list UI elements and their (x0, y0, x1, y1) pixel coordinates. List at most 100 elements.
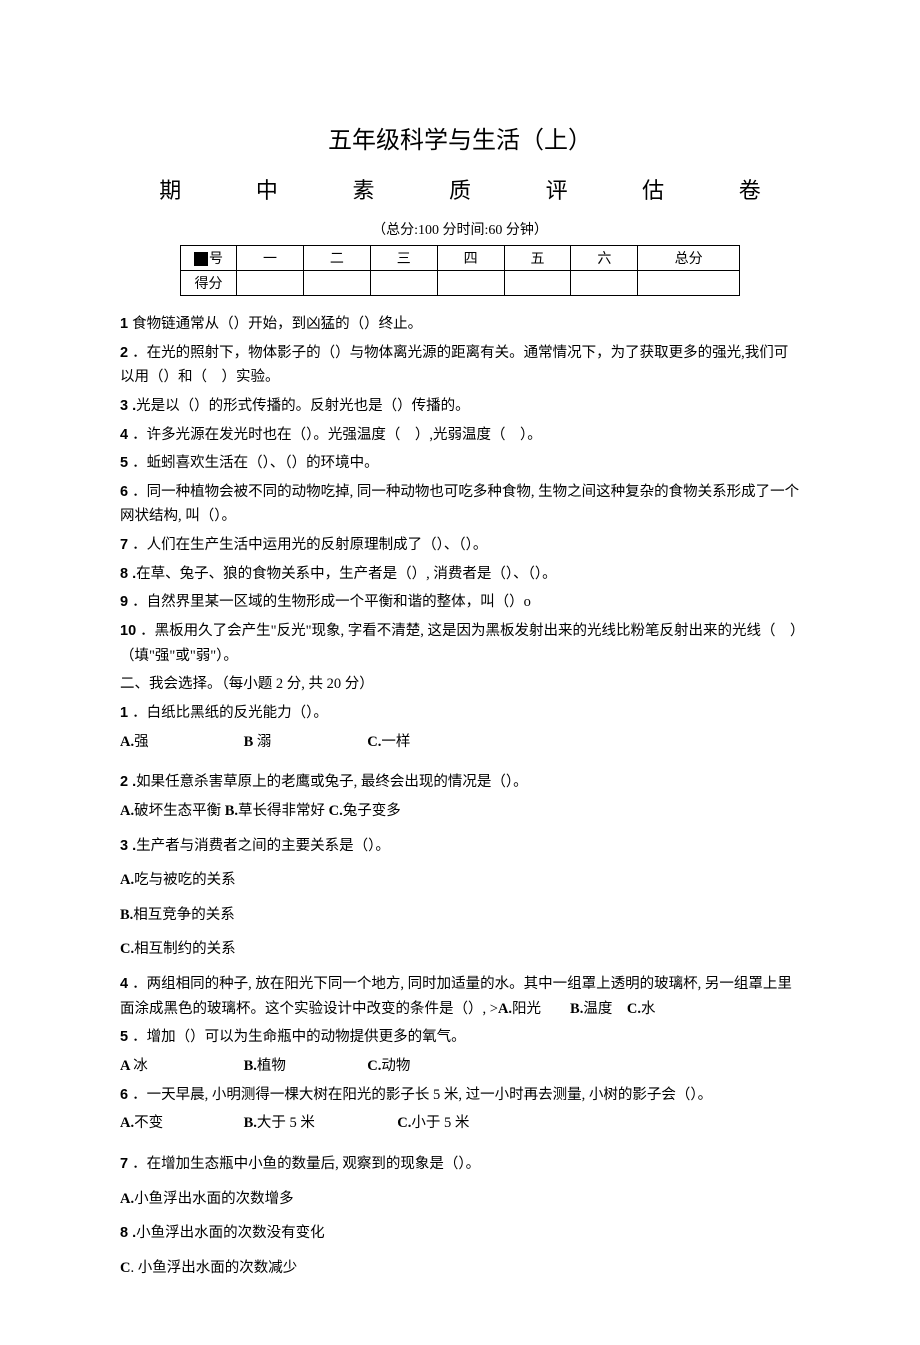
subtitle-char: 期 (122, 173, 219, 205)
opt-text: 小鱼浮出水面的次数增多 (134, 1191, 294, 1207)
s2-q3-option-b: B.相互竞争的关系 (120, 903, 800, 928)
question-4: 4 ．许多光源在发光时也在（）。光强温度（ ）,光弱温度（ ）。 (120, 423, 800, 448)
qtext: ．白纸比黑纸的反光能力（）。 (132, 705, 328, 721)
score-col-6: 六 (571, 246, 638, 271)
opt-text: 水 (641, 1001, 656, 1017)
s2-question-5: 5 ．增加（）可以为生命瓶中的动物提供更多的氧气。 (120, 1025, 800, 1050)
subtitle-char: 估 (605, 173, 702, 205)
s2-question-6: 6 ．一天早晨, 小明测得一棵大树在阳光的影子长 5 米, 过一小时再去测量, … (120, 1083, 800, 1108)
opt-text: 不变 (134, 1115, 163, 1131)
score-cell (237, 271, 304, 296)
qtext: 光是以（）的形式传播的。反射光也是（）传播的。 (136, 398, 470, 414)
opt-text: 强 (134, 734, 149, 750)
subtitle-char: 卷 (701, 173, 798, 205)
qtext: 生产者与消费者之间的主要关系是（）。 (136, 838, 390, 854)
score-table: 号 一 二 三 四 五 六 总分 得分 (180, 245, 740, 296)
s2-q3-option-c: C.相互制约的关系 (120, 937, 800, 962)
option-b: B 溺 (244, 730, 364, 755)
qtext: 在草、兔子、狼的食物关系中，生产者是（）, 消费者是（）、（）。 (136, 566, 557, 582)
score-col-5: 五 (504, 246, 571, 271)
opt-text: 吃与被吃的关系 (134, 872, 236, 888)
score-cell (638, 271, 740, 296)
opt-text: 一样 (381, 734, 410, 750)
opt-text: 阳光 (512, 1001, 541, 1017)
option-b: B.草长得非常好 (225, 799, 325, 824)
qnum: 7 (120, 537, 132, 553)
opt-text: 冰 (133, 1058, 148, 1074)
qtext: ．增加（）可以为生命瓶中的动物提供更多的氧气。 (132, 1029, 466, 1045)
qnum: 6 (120, 484, 132, 500)
opt-text: 动物 (381, 1058, 410, 1074)
opt-text: 小鱼浮出水面的次数减少 (138, 1260, 298, 1276)
subtitle-char: 中 (219, 173, 316, 205)
score-col-1: 一 (237, 246, 304, 271)
qnum: 9 (120, 594, 132, 610)
qnum: 5 (120, 455, 132, 471)
score-col-0: 号 (181, 246, 237, 271)
question-10: 10 ．黑板用久了会产生"反光"现象, 字看不清楚, 这是因为黑板发射出来的光线… (120, 619, 800, 668)
qtext: ．在增加生态瓶中小鱼的数量后, 观察到的现象是（）。 (132, 1156, 480, 1172)
opt-text: 相互制约的关系 (134, 941, 236, 957)
question-5: 5 ．蚯蚓喜欢生活在（）、（）的环境中。 (120, 451, 800, 476)
score-col-3: 三 (370, 246, 437, 271)
opt-text: 植物 (257, 1058, 286, 1074)
s2-question-7: 7 ．在增加生态瓶中小鱼的数量后, 观察到的现象是（）。 (120, 1152, 800, 1177)
score-table-row: 得分 (181, 271, 740, 296)
qnum: 8 . (120, 566, 136, 582)
opt-text: 草长得非常好 (238, 803, 325, 819)
opt-text: 破坏生态平衡 (134, 803, 221, 819)
s2-question-1: 1 ．白纸比黑纸的反光能力（）。 (120, 701, 800, 726)
option-c: C.兔子变多 (329, 799, 401, 824)
black-square-icon (194, 252, 208, 266)
section-2-header: 二、我会选择。（每小题 2 分, 共 20 分） (120, 672, 800, 697)
option-a: A.不变 (120, 1111, 240, 1136)
option-a: A.强 (120, 730, 240, 755)
s2-q3-option-a: A.吃与被吃的关系 (120, 868, 800, 893)
qtext: ．许多光源在发光时也在（）。光强温度（ ）,光弱温度（ ）。 (132, 427, 542, 443)
qtext: ．在光的照射下，物体影子的（）与物体离光源的距离有关。通常情况下，为了获取更多的… (120, 345, 788, 386)
score-cell (370, 271, 437, 296)
question-8: 8 .在草、兔子、狼的食物关系中，生产者是（）, 消费者是（）、（）。 (120, 562, 800, 587)
question-1: 1 食物链通常从（）开始，到凶猛的（）终止。 (120, 312, 800, 337)
score-col-2: 二 (303, 246, 370, 271)
opt-text: 大于 5 米 (257, 1115, 315, 1131)
question-3: 3 .光是以（）的形式传播的。反射光也是（）传播的。 (120, 394, 800, 419)
qtext: ．两组相同的种子, 放在阳光下同一个地方, 同时加适量的水。其中一组罩上透明的玻… (120, 976, 792, 1017)
score-col-4: 四 (437, 246, 504, 271)
s2-question-2: 2 .如果任意杀害草原上的老鹰或兔子, 最终会出现的情况是（）。 (120, 770, 800, 795)
qnum: 3 . (120, 398, 136, 414)
opt-text: 溺 (257, 734, 272, 750)
qnum: 4 (120, 976, 132, 992)
s2-q2-options: A.破坏生态平衡 B.草长得非常好 C.兔子变多 (120, 799, 800, 824)
qtext: 小鱼浮出水面的次数没有变化 (136, 1225, 325, 1241)
score-table-header: 号 一 二 三 四 五 六 总分 (181, 246, 740, 271)
s2-question-3: 3 .生产者与消费者之间的主要关系是（）。 (120, 834, 800, 859)
opt-text: 温度 (583, 1001, 612, 1017)
qnum: 10 (120, 623, 140, 639)
qnum: 3 . (120, 838, 136, 854)
score-cell (437, 271, 504, 296)
opt-text: 小于 5 米 (411, 1115, 469, 1131)
qnum: 1 (120, 705, 132, 721)
score-cell (504, 271, 571, 296)
qnum: 6 (120, 1087, 132, 1103)
qtext: ．人们在生产生活中运用光的反射原理制成了（）、（）。 (132, 537, 487, 553)
option-b: B.植物 (244, 1054, 364, 1079)
content-body: 1 食物链通常从（）开始，到凶猛的（）终止。 2 ．在光的照射下，物体影子的（）… (120, 312, 800, 1281)
option-b: B.大于 5 米 (244, 1111, 394, 1136)
s2-q6-options: A.不变 B.大于 5 米 C.小于 5 米 (120, 1111, 800, 1136)
s2-q1-options: A.强 B 溺 C.一样 (120, 730, 800, 755)
page-title: 五年级科学与生活（上） (120, 120, 800, 155)
question-7: 7 ．人们在生产生活中运用光的反射原理制成了（）、（）。 (120, 533, 800, 558)
qnum: 7 (120, 1156, 132, 1172)
s2-q5-options: A 冰 B.植物 C.动物 (120, 1054, 800, 1079)
option-a: A 冰 (120, 1054, 240, 1079)
option-c: C.动物 (367, 1054, 487, 1079)
qtext: ．一天早晨, 小明测得一棵大树在阳光的影子长 5 米, 过一小时再去测量, 小树… (132, 1087, 712, 1103)
qtext: ．自然界里某一区域的生物形成一个平衡和谐的整体，叫（）o (132, 594, 531, 610)
qnum: 5 (120, 1029, 132, 1045)
question-6: 6 ．同一种植物会被不同的动物吃掉, 同一种动物也可吃多种食物, 生物之间这种复… (120, 480, 800, 529)
qnum: 4 (120, 427, 132, 443)
qnum: 2 (120, 345, 132, 361)
score-cell (303, 271, 370, 296)
